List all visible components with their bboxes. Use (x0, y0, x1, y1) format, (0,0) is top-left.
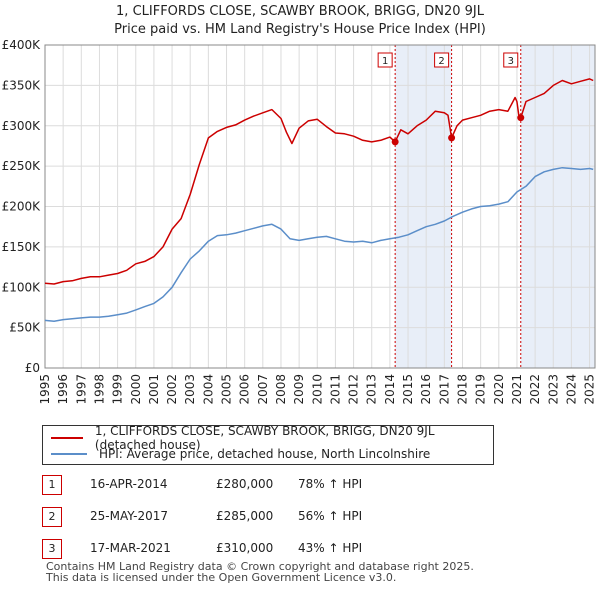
table-row: 3 17-MAR-2021 £310,000 43% ↑ HPI (42, 539, 442, 559)
y-tick-label: £50K (9, 321, 41, 335)
x-tick-label: 2015 (401, 374, 415, 405)
chart-title: 1, CLIFFORDS CLOSE, SCAWBY BROOK, BRIGG,… (116, 4, 484, 19)
table-row: 2 25-MAY-2017 £285,000 56% ↑ HPI (42, 507, 442, 527)
price-chart: £0 £50K £100K £150K £200K £250K £300K £350K £400… (2, 38, 597, 405)
x-tick-label: 2020 (492, 374, 506, 405)
x-tick-label: 1999 (111, 374, 125, 405)
x-tick-label: 2009 (292, 374, 306, 405)
x-tick-label: 2002 (165, 374, 179, 405)
y-tick-label: £400K (2, 38, 42, 52)
x-tick-label: 2025 (583, 374, 597, 405)
series-line (44, 78, 594, 285)
x-tick-label: 2004 (201, 374, 215, 405)
marker-badge (434, 52, 450, 68)
x-tick-label: 1998 (92, 374, 106, 405)
x-tick-label: 2021 (510, 374, 524, 405)
legend-item-hpi: HPI: Average price, detached house, Nort… (51, 446, 430, 462)
x-tick-label: 1997 (74, 374, 88, 405)
transaction-date: 17-MAR-2021 (90, 541, 171, 555)
footer-licence: This data is licensed under the Open Gov… (46, 571, 397, 584)
footer: Contains HM Land Registry data © Crown c… (46, 561, 474, 583)
sale-point (391, 138, 399, 146)
x-tick-label: 2022 (528, 374, 542, 405)
x-tick-label: 2005 (220, 374, 234, 405)
transaction-date: 16-APR-2014 (90, 477, 168, 491)
transaction-badge: 1 (42, 475, 62, 495)
x-tick-label: 2007 (256, 374, 270, 405)
transaction-price: £285,000 (216, 509, 274, 523)
x-tick-label: 2018 (455, 374, 469, 405)
series-line (44, 166, 594, 322)
marker-badge (503, 52, 519, 68)
x-tick-label: 2010 (310, 374, 324, 405)
x-tick-label: 2016 (419, 374, 433, 405)
x-tick-label: 2003 (183, 374, 197, 405)
chart-subtitle: Price paid vs. HM Land Registry's House … (114, 22, 486, 37)
x-tick-label: 2001 (147, 374, 161, 405)
y-tick-label: £300K (2, 119, 42, 133)
transaction-hpi: 78% ↑ HPI (298, 477, 363, 491)
x-tick-label: 2019 (474, 374, 488, 405)
y-tick-label: £100K (2, 280, 42, 294)
legend-label-property: 1, CLIFFORDS CLOSE, SCAWBY BROOK, BRIGG,… (94, 424, 435, 452)
y-tick-label: £150K (2, 240, 42, 254)
x-tick-label: 2024 (564, 374, 578, 405)
y-tick-label: £250K (2, 159, 42, 173)
transaction-price: £310,000 (216, 541, 274, 555)
footer-copyright: Contains HM Land Registry data © Crown c… (46, 560, 474, 573)
x-tick-label: 2012 (347, 374, 361, 405)
transaction-hpi: 43% ↑ HPI (298, 541, 363, 555)
x-tick-label: 2017 (437, 374, 451, 405)
x-tick-label: 1995 (38, 374, 52, 405)
marker-badge-label: 2 (438, 56, 444, 67)
plot-frame (44, 44, 596, 369)
legend-label-hpi: HPI: Average price, detached house, Nort… (99, 447, 431, 461)
x-tick-label: 2011 (328, 374, 342, 405)
transaction-badge: 3 (42, 539, 62, 559)
legend-item-property: 1, CLIFFORDS CLOSE, SCAWBY BROOK, BRIGG,… (51, 424, 493, 452)
transaction-date: 25-MAY-2017 (90, 509, 169, 523)
y-tick-label: £200K (2, 200, 42, 214)
y-tick-label: £350K (2, 78, 42, 92)
x-tick-label: 1996 (56, 374, 70, 405)
x-tick-label: 2006 (238, 374, 252, 405)
transaction-hpi: 56% ↑ HPI (298, 509, 363, 523)
marker-badge-label: 1 (382, 56, 388, 67)
legend: 1, CLIFFORDS CLOSE, SCAWBY BROOK, BRIGG,… (42, 424, 494, 465)
sale-point (448, 134, 456, 142)
transaction-price: £280,000 (216, 477, 274, 491)
x-tick-label: 2023 (546, 374, 560, 405)
legend-swatch-property (51, 437, 83, 439)
y-tick-label: £0 (25, 361, 40, 375)
marker-badge (377, 52, 393, 68)
marker-badge-label: 3 (508, 56, 514, 67)
x-tick-label: 2013 (365, 374, 379, 405)
legend-swatch-hpi (51, 453, 87, 455)
transaction-badge: 2 (42, 507, 62, 527)
x-tick-label: 2000 (129, 374, 143, 405)
x-tick-label: 2014 (383, 374, 397, 405)
table-row: 1 16-APR-2014 £280,000 78% ↑ HPI (42, 475, 442, 495)
x-tick-label: 2008 (274, 374, 288, 405)
sale-point (517, 114, 525, 122)
